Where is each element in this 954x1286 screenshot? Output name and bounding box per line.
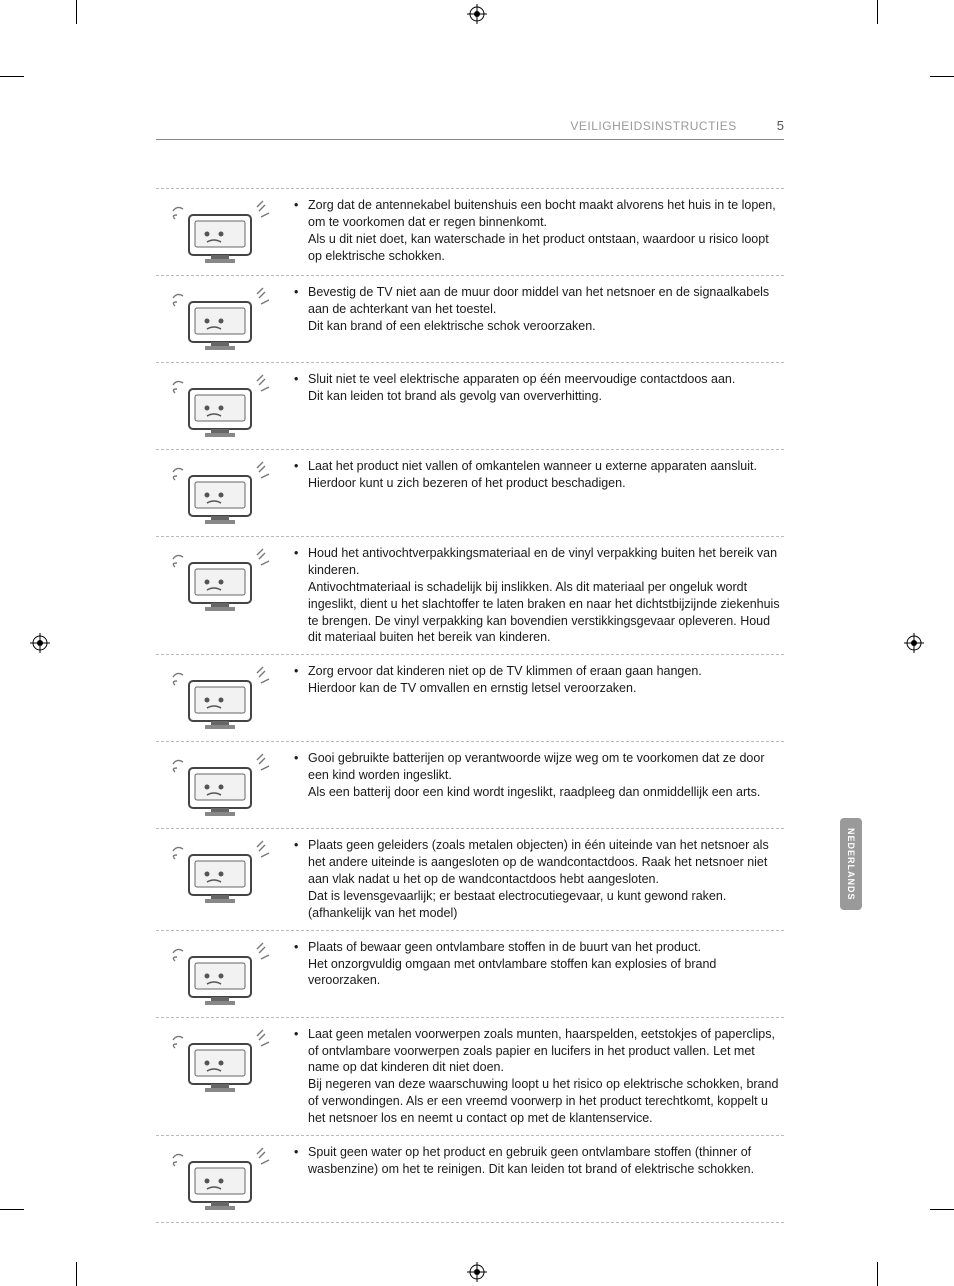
instruction-row: •Houd het antivochtverpakkingsmateriaal … — [156, 537, 784, 655]
page-number: 5 — [777, 118, 784, 133]
registration-mark-icon — [467, 4, 487, 24]
illustration-cell — [156, 456, 284, 530]
instruction-row: •Gooi gebruikte batterijen op verantwoor… — [156, 742, 784, 829]
warning-illustration-icon — [167, 197, 273, 267]
warning-illustration-icon — [167, 545, 273, 615]
illustration-cell — [156, 282, 284, 356]
instruction-bullet: •Houd het antivochtverpakkingsmateriaal … — [294, 545, 780, 646]
instruction-bullet: •Spuit geen water op het product en gebr… — [294, 1144, 780, 1178]
instruction-text: Houd het antivochtverpakkingsmateriaal e… — [308, 545, 780, 646]
warning-illustration-icon — [167, 837, 273, 907]
warning-illustration-icon — [167, 1144, 273, 1214]
crop-mark — [0, 1209, 24, 1210]
page: VEILIGHEIDSINSTRUCTIES 5 •Zorg dat de an… — [0, 0, 954, 1286]
bullet-dot: • — [294, 458, 308, 492]
warning-illustration-icon — [167, 750, 273, 820]
instruction-text: Laat geen metalen voorwerpen zoals munte… — [308, 1026, 780, 1127]
illustration-cell — [156, 835, 284, 923]
illustration-cell — [156, 748, 284, 822]
instruction-text-cell: •Gooi gebruikte batterijen op verantwoor… — [284, 748, 784, 822]
warning-illustration-icon — [167, 371, 273, 441]
crop-mark — [877, 0, 878, 24]
instruction-row: •Zorg dat de antennekabel buitenshuis ee… — [156, 189, 784, 276]
instruction-bullet: •Laat het product niet vallen of omkante… — [294, 458, 780, 492]
warning-illustration-icon — [167, 663, 273, 733]
instruction-text-cell: •Zorg ervoor dat kinderen niet op de TV … — [284, 661, 784, 735]
crop-mark — [76, 0, 77, 24]
instruction-row: •Plaats geen geleiders (zoals metalen ob… — [156, 829, 784, 930]
page-header: VEILIGHEIDSINSTRUCTIES 5 — [156, 118, 784, 140]
illustration-cell — [156, 543, 284, 648]
illustration-cell — [156, 937, 284, 1011]
instruction-row: •Bevestig de TV niet aan de muur door mi… — [156, 276, 784, 363]
illustration-cell — [156, 369, 284, 443]
instruction-text: Plaats geen geleiders (zoals metalen obj… — [308, 837, 780, 921]
language-tab-label: NEDERLANDS — [846, 828, 856, 901]
section-title: VEILIGHEIDSINSTRUCTIES — [570, 119, 736, 133]
instruction-text-cell: •Spuit geen water op het product en gebr… — [284, 1142, 784, 1216]
instruction-bullet: •Gooi gebruikte batterijen op verantwoor… — [294, 750, 780, 801]
registration-mark-icon — [467, 1262, 487, 1282]
instruction-bullet: •Plaats of bewaar geen ontvlambare stoff… — [294, 939, 780, 990]
instruction-row: •Laat het product niet vallen of omkante… — [156, 450, 784, 537]
illustration-cell — [156, 195, 284, 269]
crop-mark — [877, 1262, 878, 1286]
instruction-row: •Laat geen metalen voorwerpen zoals munt… — [156, 1018, 784, 1136]
instruction-bullet: •Sluit niet te veel elektrische apparate… — [294, 371, 780, 405]
instruction-bullet: •Laat geen metalen voorwerpen zoals munt… — [294, 1026, 780, 1127]
instruction-text-cell: •Laat geen metalen voorwerpen zoals munt… — [284, 1024, 784, 1129]
instruction-table: •Zorg dat de antennekabel buitenshuis ee… — [156, 188, 784, 1223]
instruction-text: Zorg dat de antennekabel buitenshuis een… — [308, 197, 780, 265]
instruction-row: •Sluit niet te veel elektrische apparate… — [156, 363, 784, 450]
instruction-text: Bevestig de TV niet aan de muur door mid… — [308, 284, 780, 335]
illustration-cell — [156, 1142, 284, 1216]
instruction-bullet: •Bevestig de TV niet aan de muur door mi… — [294, 284, 780, 335]
crop-mark — [930, 76, 954, 77]
bullet-dot: • — [294, 545, 308, 646]
crop-mark — [0, 76, 24, 77]
bullet-dot: • — [294, 1026, 308, 1127]
instruction-text-cell: •Laat het product niet vallen of omkante… — [284, 456, 784, 530]
instruction-text-cell: •Zorg dat de antennekabel buitenshuis ee… — [284, 195, 784, 269]
instruction-text-cell: •Plaats of bewaar geen ontvlambare stoff… — [284, 937, 784, 1011]
instruction-bullet: •Zorg dat de antennekabel buitenshuis ee… — [294, 197, 780, 265]
warning-illustration-icon — [167, 458, 273, 528]
bullet-dot: • — [294, 663, 308, 697]
instruction-text-cell: •Plaats geen geleiders (zoals metalen ob… — [284, 835, 784, 923]
bullet-dot: • — [294, 837, 308, 921]
instruction-row: •Zorg ervoor dat kinderen niet op de TV … — [156, 655, 784, 742]
registration-mark-icon — [30, 633, 50, 653]
bullet-dot: • — [294, 939, 308, 990]
instruction-text-cell: •Houd het antivochtverpakkingsmateriaal … — [284, 543, 784, 648]
instruction-bullet: •Zorg ervoor dat kinderen niet op de TV … — [294, 663, 780, 697]
instruction-text: Laat het product niet vallen of omkantel… — [308, 458, 780, 492]
bullet-dot: • — [294, 197, 308, 265]
instruction-text: Gooi gebruikte batterijen op verantwoord… — [308, 750, 780, 801]
crop-mark — [930, 1209, 954, 1210]
crop-mark — [76, 1262, 77, 1286]
illustration-cell — [156, 1024, 284, 1129]
instruction-text-cell: •Bevestig de TV niet aan de muur door mi… — [284, 282, 784, 356]
bullet-dot: • — [294, 371, 308, 405]
bullet-dot: • — [294, 1144, 308, 1178]
language-tab: NEDERLANDS — [840, 818, 862, 910]
illustration-cell — [156, 661, 284, 735]
instruction-text: Sluit niet te veel elektrische apparaten… — [308, 371, 780, 405]
warning-illustration-icon — [167, 939, 273, 1009]
instruction-text: Spuit geen water op het product en gebru… — [308, 1144, 780, 1178]
bullet-dot: • — [294, 284, 308, 335]
instruction-bullet: •Plaats geen geleiders (zoals metalen ob… — [294, 837, 780, 921]
bullet-dot: • — [294, 750, 308, 801]
content-area: VEILIGHEIDSINSTRUCTIES 5 •Zorg dat de an… — [156, 118, 784, 1223]
instruction-row: •Plaats of bewaar geen ontvlambare stoff… — [156, 931, 784, 1018]
instruction-text-cell: •Sluit niet te veel elektrische apparate… — [284, 369, 784, 443]
warning-illustration-icon — [167, 284, 273, 354]
instruction-text: Plaats of bewaar geen ontvlambare stoffe… — [308, 939, 780, 990]
instruction-row: •Spuit geen water op het product en gebr… — [156, 1136, 784, 1223]
instruction-text: Zorg ervoor dat kinderen niet op de TV k… — [308, 663, 780, 697]
warning-illustration-icon — [167, 1026, 273, 1096]
registration-mark-icon — [904, 633, 924, 653]
